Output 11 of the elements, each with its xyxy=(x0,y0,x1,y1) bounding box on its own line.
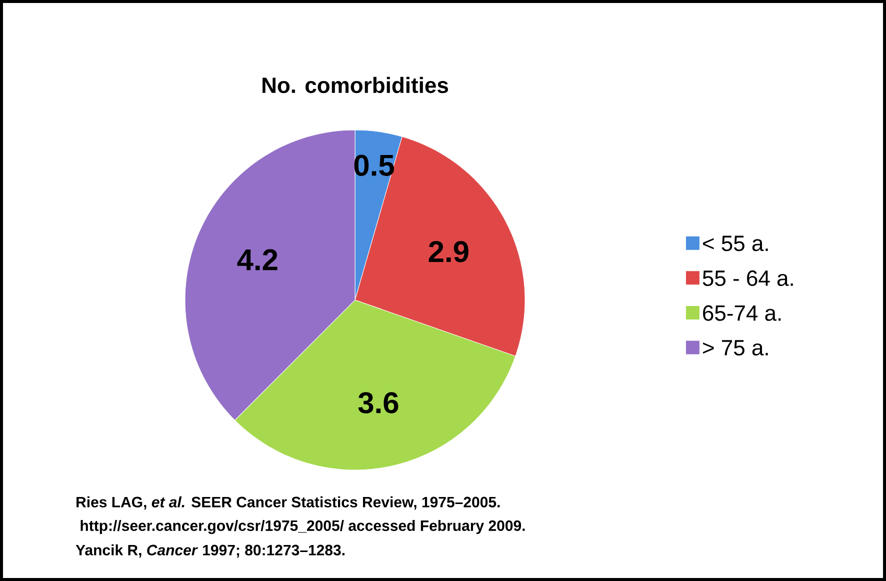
legend-label: < 55 a. xyxy=(703,236,768,252)
data-label: 3.6 xyxy=(358,392,398,414)
chart-title: No. comorbidities xyxy=(262,76,448,94)
legend-label: > 75 a. xyxy=(703,340,768,356)
legend-label: 65-74 a. xyxy=(703,305,781,321)
data-label: 2.9 xyxy=(428,240,468,262)
data-label: 4.2 xyxy=(237,249,278,270)
text: Ries LAG, et al. SEER Cancer Statistics Review, 1975–2005. xyxy=(76,496,500,510)
legend-label: 55 - 64 a. xyxy=(702,270,793,286)
text: Yancik R, Cancer 1997; 80:1273–1283. xyxy=(76,544,344,558)
text: http://seer.cancer.gov/csr/1975_2005/ accessed February 2009. xyxy=(80,520,525,534)
